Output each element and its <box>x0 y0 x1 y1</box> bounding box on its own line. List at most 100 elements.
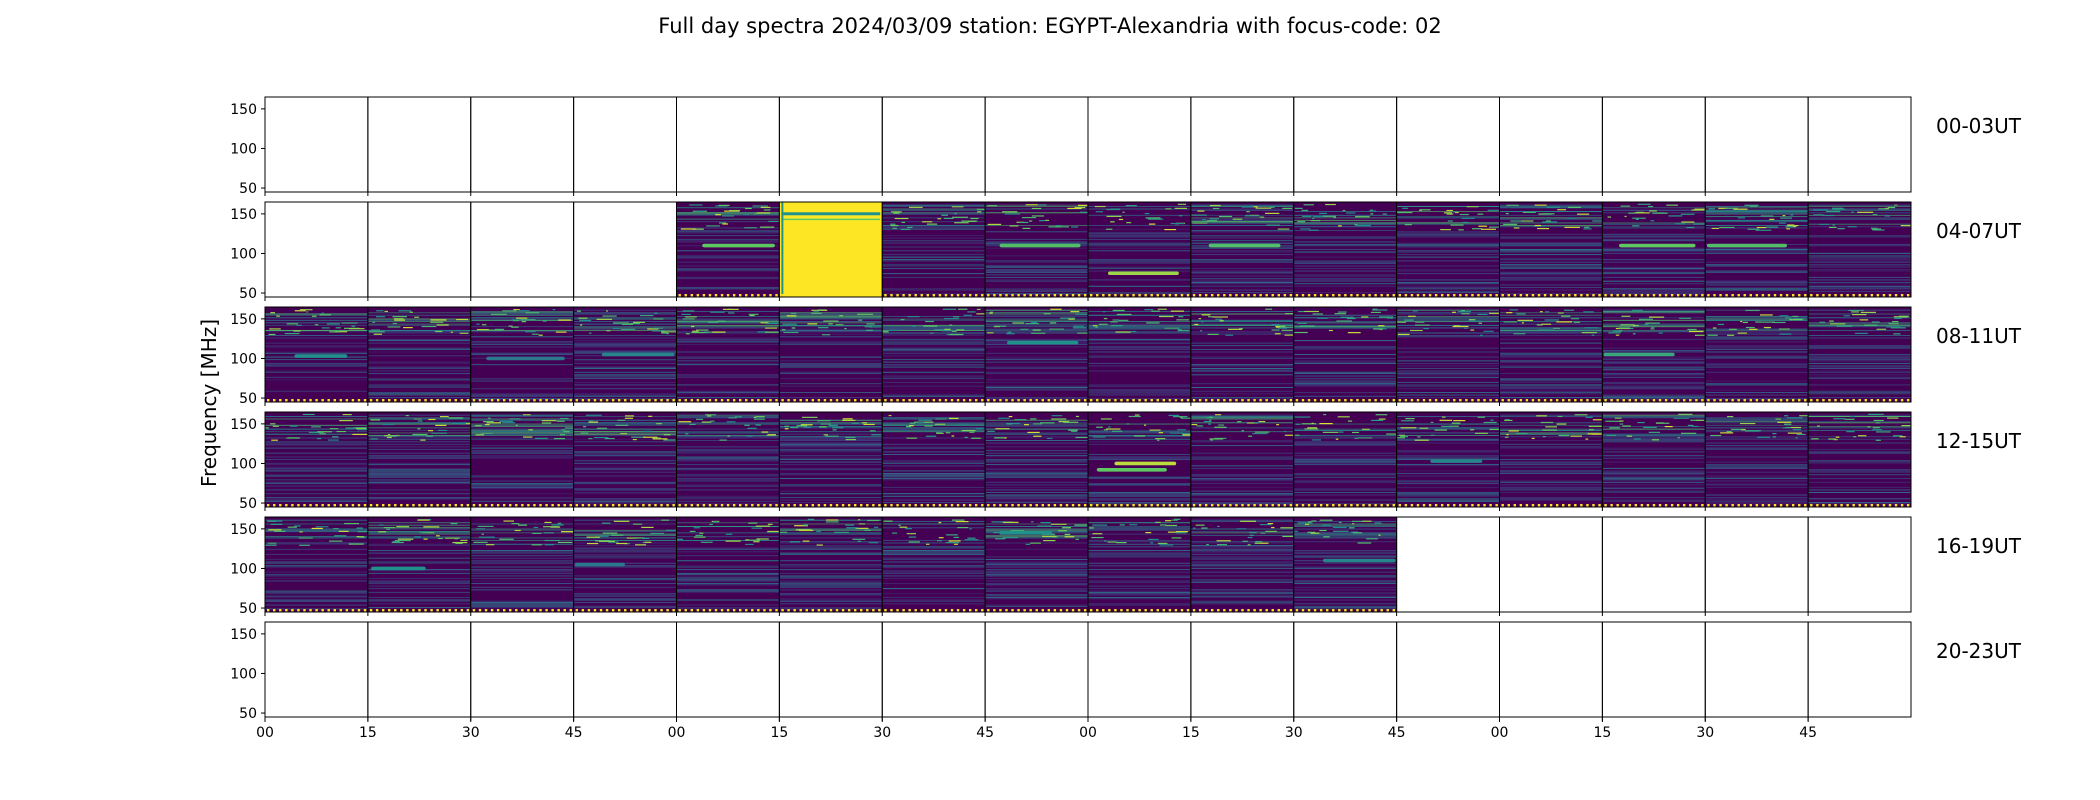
interference-spot <box>685 433 689 435</box>
baseline-marker <box>866 504 869 507</box>
row-label: 08-11UT <box>1936 324 2022 348</box>
spectral-line <box>1602 268 1706 270</box>
interference-spot <box>544 539 561 542</box>
interference-spot <box>435 424 447 427</box>
spectral-line <box>1705 448 1809 450</box>
spectral-line <box>367 329 471 331</box>
baseline-marker <box>1731 504 1734 507</box>
spectrogram-panel <box>1190 202 1294 297</box>
spectral-line <box>1293 605 1397 607</box>
panel-frame <box>881 621 986 718</box>
spectral-line <box>1088 565 1191 567</box>
spectral-line <box>573 451 677 453</box>
spectral-line <box>1808 204 1911 206</box>
spectral-line <box>265 322 368 324</box>
spectral-line <box>882 527 986 529</box>
spectral-line <box>985 472 1088 474</box>
spectral-line <box>367 581 471 583</box>
interference-spot <box>891 211 902 213</box>
interference-spot <box>1680 432 1697 434</box>
baseline-marker <box>575 399 579 402</box>
interference-spot <box>1051 523 1067 525</box>
spectral-line <box>1705 336 1809 338</box>
interference-spot <box>835 324 844 326</box>
baseline-marker <box>1882 504 1886 507</box>
interference-spot <box>1853 436 1857 438</box>
interference-spot <box>1872 427 1880 429</box>
baseline-marker <box>751 294 754 297</box>
baseline-marker <box>496 609 500 612</box>
baseline-marker <box>381 399 385 402</box>
baseline-marker <box>1773 294 1777 297</box>
interference-spot <box>1564 226 1580 228</box>
spectral-line <box>1499 365 1603 367</box>
spectral-line <box>1293 379 1397 381</box>
interference-spot <box>604 437 615 440</box>
interference-spot <box>1051 415 1063 417</box>
baseline-marker <box>1083 609 1087 612</box>
spectral-line <box>676 607 780 609</box>
spectrogram-panel <box>1293 517 1397 612</box>
interference-spot <box>1055 225 1062 227</box>
spectral-line <box>985 562 1088 564</box>
interference-spot <box>826 519 839 521</box>
interference-spot <box>760 322 769 324</box>
interference-spot <box>1451 422 1461 424</box>
interference-spot <box>1755 229 1772 231</box>
row-label: 00-03UT <box>1936 114 2022 138</box>
spectral-line <box>985 589 1088 591</box>
spectral-line <box>1808 359 1911 361</box>
baseline-marker <box>1495 399 1498 402</box>
spectral-line <box>1396 370 1500 372</box>
spectral-line <box>1293 326 1397 328</box>
panel-frame <box>470 96 575 193</box>
spectral-line <box>1602 261 1706 263</box>
baseline-marker <box>297 609 300 612</box>
spectral-line <box>470 476 574 478</box>
spectral-line <box>779 318 883 320</box>
interference-spot <box>653 327 664 329</box>
baseline-marker <box>617 399 621 402</box>
interference-spot <box>745 543 754 546</box>
spectral-line <box>573 599 677 601</box>
interference-spot <box>1561 315 1571 317</box>
interference-spot <box>1232 218 1243 220</box>
interference-spot <box>1793 317 1805 320</box>
panel-frame <box>1601 96 1706 193</box>
baseline-marker <box>1217 399 1220 402</box>
baseline-marker <box>938 294 942 297</box>
spectral-line <box>1396 335 1500 337</box>
baseline-marker <box>920 609 923 612</box>
interference-spot <box>755 424 761 426</box>
interference-spot <box>1813 214 1824 216</box>
spectral-line <box>367 527 471 529</box>
spectral-line <box>1396 317 1500 319</box>
interference-spot <box>1266 224 1280 226</box>
interference-spot <box>1404 319 1414 321</box>
spectral-line <box>1190 579 1294 581</box>
spectral-line <box>1499 289 1603 291</box>
interference-spot <box>538 334 543 336</box>
spectral-line <box>1602 331 1706 333</box>
spectral-line <box>1602 388 1706 390</box>
interference-spot <box>633 523 643 525</box>
baseline-marker <box>636 399 639 402</box>
interference-spot <box>1893 333 1901 335</box>
interference-spot <box>321 312 324 314</box>
baseline-marker <box>962 504 966 507</box>
panel-frame <box>1704 96 1809 193</box>
interference-spot <box>1206 220 1218 222</box>
spectral-line <box>1088 228 1191 230</box>
baseline-marker <box>1465 294 1468 297</box>
baseline-marker <box>920 399 923 402</box>
spectral-line <box>676 360 780 362</box>
spectral-line <box>1293 462 1397 464</box>
baseline-marker <box>999 399 1002 402</box>
spectral-line <box>265 337 368 339</box>
baseline-marker <box>726 609 730 612</box>
spectral-line <box>676 287 780 289</box>
spectral-line <box>1808 269 1911 271</box>
spectral-line <box>1705 466 1809 468</box>
spectral-line <box>1293 340 1397 342</box>
spectral-line <box>573 519 677 521</box>
